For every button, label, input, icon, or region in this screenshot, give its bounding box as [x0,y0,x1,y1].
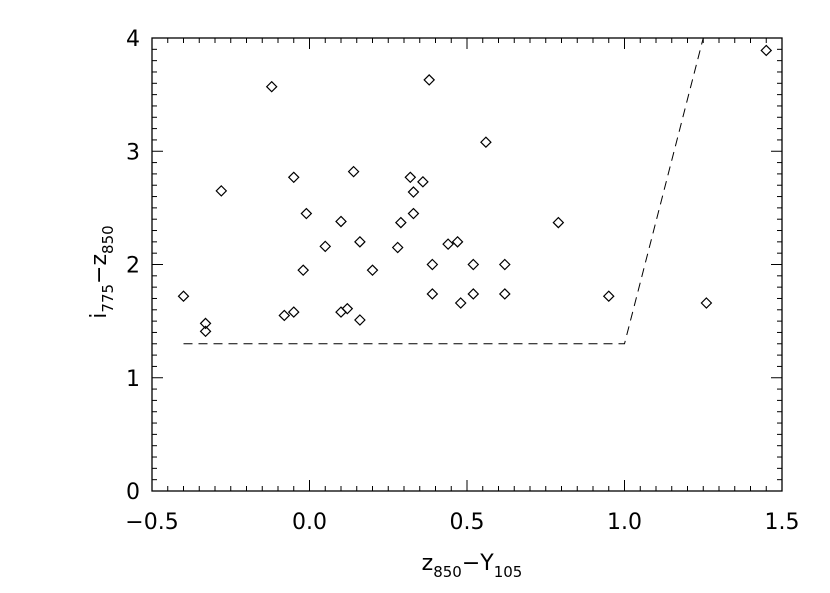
tick-labels: −0.5 0.0 0.5 1.0 1.5 0 1 2 3 4 [125,27,799,535]
y-tick-label: 1 [126,367,140,392]
selection-boundary-line [183,37,704,345]
data-point-diamond [347,165,360,178]
data-point-diamond [407,207,420,220]
data-point-diamond [498,288,511,300]
data-point-diamond [602,290,615,303]
data-point-diamond [442,238,454,250]
data-point-diamond [300,207,313,220]
data-point-diamond [335,306,347,318]
data-point-diamond [426,258,439,271]
y-tick-label: 0 [126,480,140,505]
data-point-diamond [287,171,300,184]
data-point-diamond [454,297,467,309]
data-point-diamond [404,171,417,184]
y-tick-label: 4 [126,27,140,52]
y-tick-label: 3 [126,140,140,165]
minor-ticks [152,38,782,491]
data-point-diamond [700,297,713,309]
data-points [177,44,773,338]
data-point-diamond [760,44,773,57]
data-point-diamond [451,236,464,248]
data-point-diamond [177,290,190,303]
data-point-diamond [199,317,212,330]
data-point-diamond [480,136,492,149]
data-point-diamond [467,258,480,271]
major-ticks [151,37,783,492]
data-point-diamond [335,215,347,228]
x-axis-label: z850−Y105 [422,551,523,581]
data-point-diamond [407,186,420,198]
x-tick-label: 0.5 [450,510,485,535]
data-point-diamond [354,314,366,326]
data-point-diamond [498,258,511,271]
data-point-diamond [297,264,310,277]
data-point-diamond [287,306,300,318]
data-point-diamond [341,302,354,315]
data-point-diamond [319,240,332,253]
y-tick-label: 2 [126,254,140,279]
data-point-diamond [552,216,565,229]
data-point-diamond [215,185,228,197]
x-tick-label: −0.5 [125,510,178,535]
data-point-diamond [278,309,291,322]
data-point-diamond [354,236,366,248]
data-point-diamond [395,216,407,229]
y-axis-label: i775−z850 [87,225,117,318]
x-tick-label: 1.0 [607,510,642,535]
data-point-diamond [423,74,436,86]
data-point-diamond [426,288,439,300]
data-point-diamond [391,241,404,254]
x-tick-label: 0.0 [292,510,327,535]
data-point-diamond [366,264,379,277]
data-point-diamond [265,80,278,93]
plot-frame [151,37,783,492]
data-point-diamond [467,288,480,300]
data-point-diamond [417,175,429,188]
data-point-diamond [199,325,212,338]
x-tick-label: 1.5 [765,510,800,535]
